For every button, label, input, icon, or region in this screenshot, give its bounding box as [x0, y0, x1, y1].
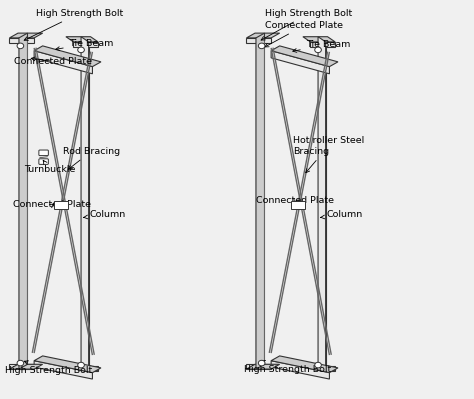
- Polygon shape: [256, 33, 264, 369]
- Circle shape: [17, 360, 24, 366]
- Text: Connected Plate: Connected Plate: [14, 57, 92, 66]
- Polygon shape: [9, 364, 43, 369]
- Polygon shape: [66, 366, 98, 371]
- Text: Hot roller Steel
Bracing: Hot roller Steel Bracing: [293, 136, 364, 173]
- Polygon shape: [271, 356, 338, 373]
- Text: Column: Column: [320, 210, 362, 219]
- Polygon shape: [81, 37, 89, 371]
- FancyBboxPatch shape: [39, 159, 48, 164]
- Polygon shape: [83, 42, 89, 371]
- Polygon shape: [246, 33, 280, 38]
- Text: High Strength Bolt: High Strength Bolt: [5, 361, 92, 375]
- Polygon shape: [318, 37, 326, 371]
- Polygon shape: [73, 42, 98, 47]
- Circle shape: [315, 362, 321, 368]
- Text: High Strength Bolt: High Strength Bolt: [244, 360, 331, 374]
- Polygon shape: [19, 33, 27, 369]
- Text: Turnbuckle: Turnbuckle: [24, 160, 75, 174]
- Text: Connected Plate: Connected Plate: [256, 196, 334, 205]
- Text: High Strength Bolt: High Strength Bolt: [261, 9, 353, 40]
- Polygon shape: [271, 51, 329, 74]
- Polygon shape: [34, 51, 92, 74]
- Circle shape: [78, 47, 84, 53]
- Circle shape: [258, 360, 265, 366]
- Polygon shape: [9, 38, 34, 43]
- Circle shape: [17, 43, 24, 49]
- Polygon shape: [310, 42, 335, 47]
- Polygon shape: [73, 366, 98, 371]
- Polygon shape: [246, 38, 271, 43]
- Polygon shape: [246, 364, 271, 369]
- Polygon shape: [256, 38, 262, 369]
- Polygon shape: [19, 38, 25, 369]
- Polygon shape: [34, 356, 101, 373]
- Polygon shape: [303, 366, 335, 371]
- Polygon shape: [303, 37, 335, 42]
- Polygon shape: [271, 361, 329, 379]
- Polygon shape: [271, 46, 338, 67]
- Circle shape: [315, 47, 321, 53]
- Text: High Strength Bolt: High Strength Bolt: [24, 9, 123, 40]
- Text: Connected Plate: Connected Plate: [13, 200, 91, 209]
- Text: Rod Bracing: Rod Bracing: [63, 146, 120, 169]
- Polygon shape: [310, 366, 335, 371]
- Text: Tie Beam: Tie Beam: [293, 40, 350, 52]
- Polygon shape: [34, 46, 101, 67]
- Polygon shape: [246, 364, 280, 369]
- Polygon shape: [9, 364, 34, 369]
- Polygon shape: [54, 201, 68, 209]
- Text: Connected Plate: Connected Plate: [265, 21, 344, 47]
- Circle shape: [258, 43, 265, 49]
- Text: Column: Column: [83, 210, 125, 219]
- Polygon shape: [9, 33, 43, 38]
- Polygon shape: [291, 201, 305, 209]
- Polygon shape: [66, 37, 98, 42]
- Text: Tie Beam: Tie Beam: [56, 39, 113, 51]
- FancyBboxPatch shape: [39, 150, 48, 156]
- Circle shape: [78, 362, 84, 368]
- Polygon shape: [34, 361, 92, 379]
- Polygon shape: [320, 42, 326, 371]
